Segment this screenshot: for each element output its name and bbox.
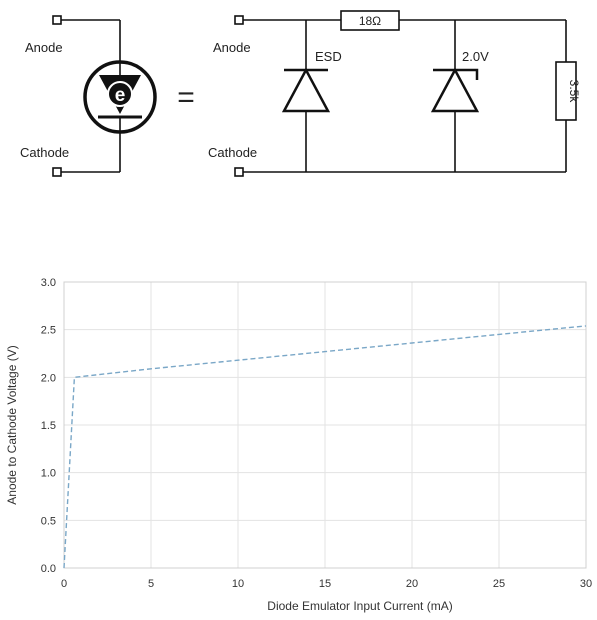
circuit-anode-label: Anode: [213, 40, 251, 55]
y-tick-label: 1.5: [41, 420, 56, 432]
shunt-resistor-label: 3.5k: [567, 80, 581, 104]
y-tick-labels: 0.0 0.5 1.0 1.5 2.0 2.5 3.0: [41, 277, 56, 575]
x-tick-label: 30: [580, 578, 592, 590]
x-tick-label: 20: [406, 578, 418, 590]
y-tick-label: 3.0: [41, 277, 56, 289]
x-tick-label: 5: [148, 578, 154, 590]
series-resistor-label: 18Ω: [359, 14, 381, 28]
cathode-terminal: [53, 168, 61, 176]
x-tick-label: 0: [61, 578, 67, 590]
equals-sign: =: [177, 81, 195, 114]
chart-grid: [64, 282, 586, 568]
x-tick-labels: 0 5 10 15 20 25 30: [61, 578, 592, 590]
equivalent-circuit: 18Ω Anode Cathode ESD 2.0V 3.5k: [208, 11, 581, 176]
symbol-cathode-label: Cathode: [20, 145, 69, 160]
y-axis-label: Anode to Cathode Voltage (V): [5, 345, 19, 504]
symbol-anode-label: Anode: [25, 40, 63, 55]
x-tick-label: 10: [232, 578, 244, 590]
x-tick-label: 25: [493, 578, 505, 590]
circuit-anode-terminal: [235, 16, 243, 24]
emulator-symbol: Anode e Cathode: [20, 16, 155, 176]
esd-label: ESD: [315, 49, 342, 64]
y-tick-label: 2.0: [41, 372, 56, 384]
zener-label: 2.0V: [462, 49, 489, 64]
y-tick-label: 2.5: [41, 325, 56, 337]
emulator-badge-letter: e: [115, 85, 126, 106]
zener-diode-icon: [433, 70, 477, 111]
circuit-cathode-label: Cathode: [208, 145, 257, 160]
x-tick-label: 15: [319, 578, 331, 590]
anode-terminal: [53, 16, 61, 24]
y-tick-label: 1.0: [41, 468, 56, 480]
iv-chart: 0.0 0.5 1.0 1.5 2.0 2.5 3.0 0 5 10 15 20 25 30 Diode…: [5, 277, 592, 613]
esd-diode-icon: [284, 70, 328, 111]
y-tick-label: 0.0: [41, 563, 56, 575]
y-tick-label: 0.5: [41, 515, 56, 527]
x-axis-label: Diode Emulator Input Current (mA): [267, 599, 452, 613]
circuit-cathode-terminal: [235, 168, 243, 176]
